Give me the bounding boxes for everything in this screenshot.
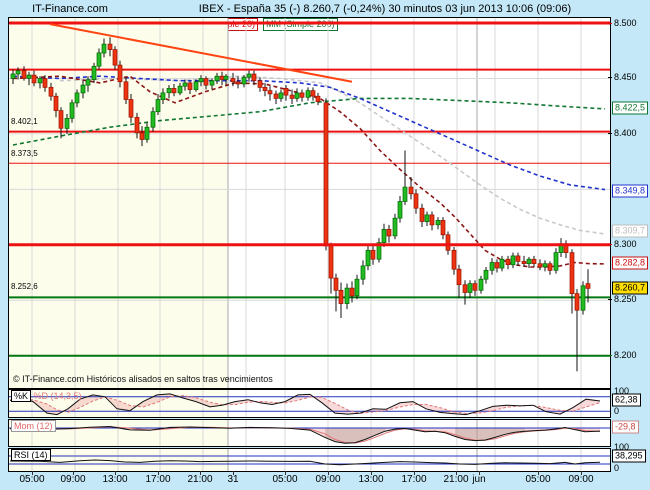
time-axis-tick	[328, 471, 329, 475]
price-tick-label: 8.400	[614, 128, 637, 138]
stoch-d-label: %D (14,3,5)	[33, 391, 82, 401]
time-axis-tick	[371, 471, 372, 475]
time-tick-label: jun	[472, 474, 486, 485]
stoch-value-label: 62,38	[612, 393, 641, 407]
axis-tick	[608, 23, 612, 24]
rsi-label: RSI (14)	[11, 449, 51, 461]
price-chart-canvas[interactable]	[9, 18, 610, 388]
price-tick-label: 8.500	[614, 18, 637, 28]
time-tick-label: 05:00	[525, 474, 551, 485]
rsi-panel[interactable]: RSI (14)	[8, 448, 611, 472]
price-tick-label: 8.200	[614, 350, 637, 360]
support-level-label: 8.373,5	[11, 149, 38, 158]
time-axis-tick	[479, 471, 480, 475]
time-axis-tick	[538, 471, 539, 475]
stochastic-panel[interactable]: %K %D (14,3,5)	[8, 389, 611, 418]
time-axis-tick	[456, 471, 457, 475]
time-tick-label: 09:00	[315, 474, 341, 485]
series-value-label: 8.260,7	[612, 281, 649, 295]
axis-tick	[608, 244, 612, 245]
time-axis-tick	[414, 471, 415, 475]
time-axis-tick	[233, 471, 234, 475]
time-axis-tick	[73, 471, 74, 475]
stoch-k-label: %K	[11, 390, 32, 402]
momentum-panel[interactable]: Mom (12)	[8, 419, 611, 447]
time-tick-label: 31	[227, 474, 239, 485]
time-tick-label: 13:00	[102, 474, 128, 485]
time-tick-label: 09:00	[60, 474, 86, 485]
rsi-scale-top: 100	[614, 442, 630, 452]
axis-tick	[608, 355, 612, 356]
time-tick-label: 21:00	[443, 474, 469, 485]
time-axis-tick	[581, 471, 582, 475]
time-axis-tick	[285, 471, 286, 475]
price-tick-label: 8.250	[614, 294, 637, 304]
time-axis-tick	[115, 471, 116, 475]
brand-label: IT-Finance.com	[32, 3, 108, 15]
stochastic-canvas[interactable]	[9, 390, 610, 417]
time-tick-label: 13:00	[358, 474, 384, 485]
axis-tick	[608, 77, 612, 78]
series-value-label: 8.349,8	[612, 184, 649, 198]
time-axis-tick	[158, 471, 159, 475]
rsi-value-label: 38,295	[612, 449, 646, 463]
series-value-label: 8.422,5	[612, 101, 649, 115]
price-tick-label: 8.300	[614, 239, 637, 249]
axis-tick	[608, 133, 612, 134]
support-level-label: 8.252,6	[11, 282, 38, 291]
stoch-scale-bottom: 0	[614, 406, 620, 416]
chart-title: IBEX - España 35 (-) 8.260,7 (-0,24%) 30…	[198, 3, 572, 15]
series-value-label: 8.309,7	[612, 224, 649, 238]
time-axis-tick	[200, 471, 201, 475]
time-tick-label: 09:00	[568, 474, 594, 485]
time-tick-label: 21:00	[187, 474, 213, 485]
price-chart-panel[interactable]: Precio MM (Simple 50)MM (Simple 70)MM (S…	[8, 17, 611, 389]
stoch-scale-top: 100	[614, 386, 630, 396]
time-tick-label: 17:00	[145, 474, 171, 485]
mom-value-label: -29,8	[612, 420, 639, 434]
axis-tick	[608, 299, 612, 300]
time-tick-label: 05:00	[272, 474, 298, 485]
price-tick-label: 8.450	[614, 72, 637, 82]
rsi-scale-bottom: 0	[614, 463, 620, 473]
copyright-watermark: © IT-Finance.com Históricos alisados en …	[13, 374, 273, 384]
support-level-label: 8.402,1	[11, 117, 38, 126]
rsi-canvas[interactable]	[9, 449, 610, 471]
momentum-canvas[interactable]	[9, 420, 610, 446]
time-tick-label: 17:00	[401, 474, 427, 485]
series-value-label: 8.282,8	[612, 256, 649, 270]
time-axis-tick	[32, 471, 33, 475]
mom-label: Mom (12)	[11, 420, 56, 432]
time-tick-label: 05:00	[19, 474, 45, 485]
